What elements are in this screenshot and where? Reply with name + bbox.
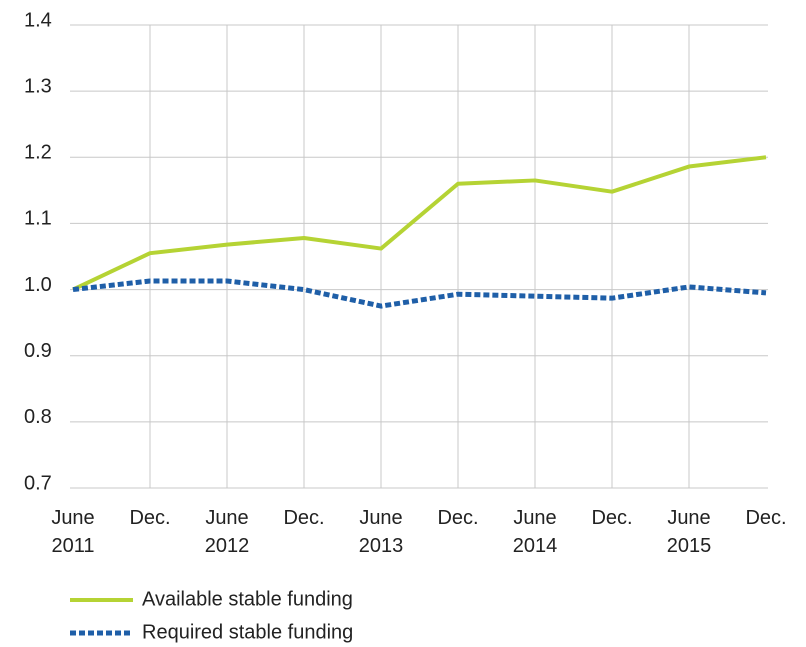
series-line — [72, 155, 767, 292]
legend-label: Required stable funding — [142, 621, 353, 643]
x-tick-label: June 2011 — [51, 507, 95, 557]
series-line — [72, 278, 767, 309]
y-tick-label: 0.9 — [24, 340, 52, 362]
y-tick-label: 1.0 — [24, 274, 52, 296]
x-tick-label: Dec. — [745, 507, 787, 529]
y-tick-label: 1.4 — [24, 9, 52, 31]
x-tick-label: June 2013 — [358, 507, 404, 557]
x-tick-label: June 2014 — [512, 507, 558, 557]
x-tick-label: June 2015 — [666, 507, 712, 557]
x-tick-label: June 2012 — [204, 507, 250, 557]
y-tick-label: 1.1 — [24, 208, 52, 230]
y-tick-label: 1.3 — [24, 75, 52, 97]
x-tick-label: Dec. — [591, 507, 633, 529]
y-tick-label: 0.8 — [24, 406, 52, 428]
y-tick-label: 0.7 — [24, 472, 52, 494]
x-tick-label: Dec. — [129, 507, 171, 529]
y-tick-label: 1.2 — [24, 142, 52, 164]
x-tick-label: Dec. — [283, 507, 325, 529]
x-tick-label: Dec. — [437, 507, 479, 529]
legend-label: Available stable funding — [142, 588, 353, 610]
